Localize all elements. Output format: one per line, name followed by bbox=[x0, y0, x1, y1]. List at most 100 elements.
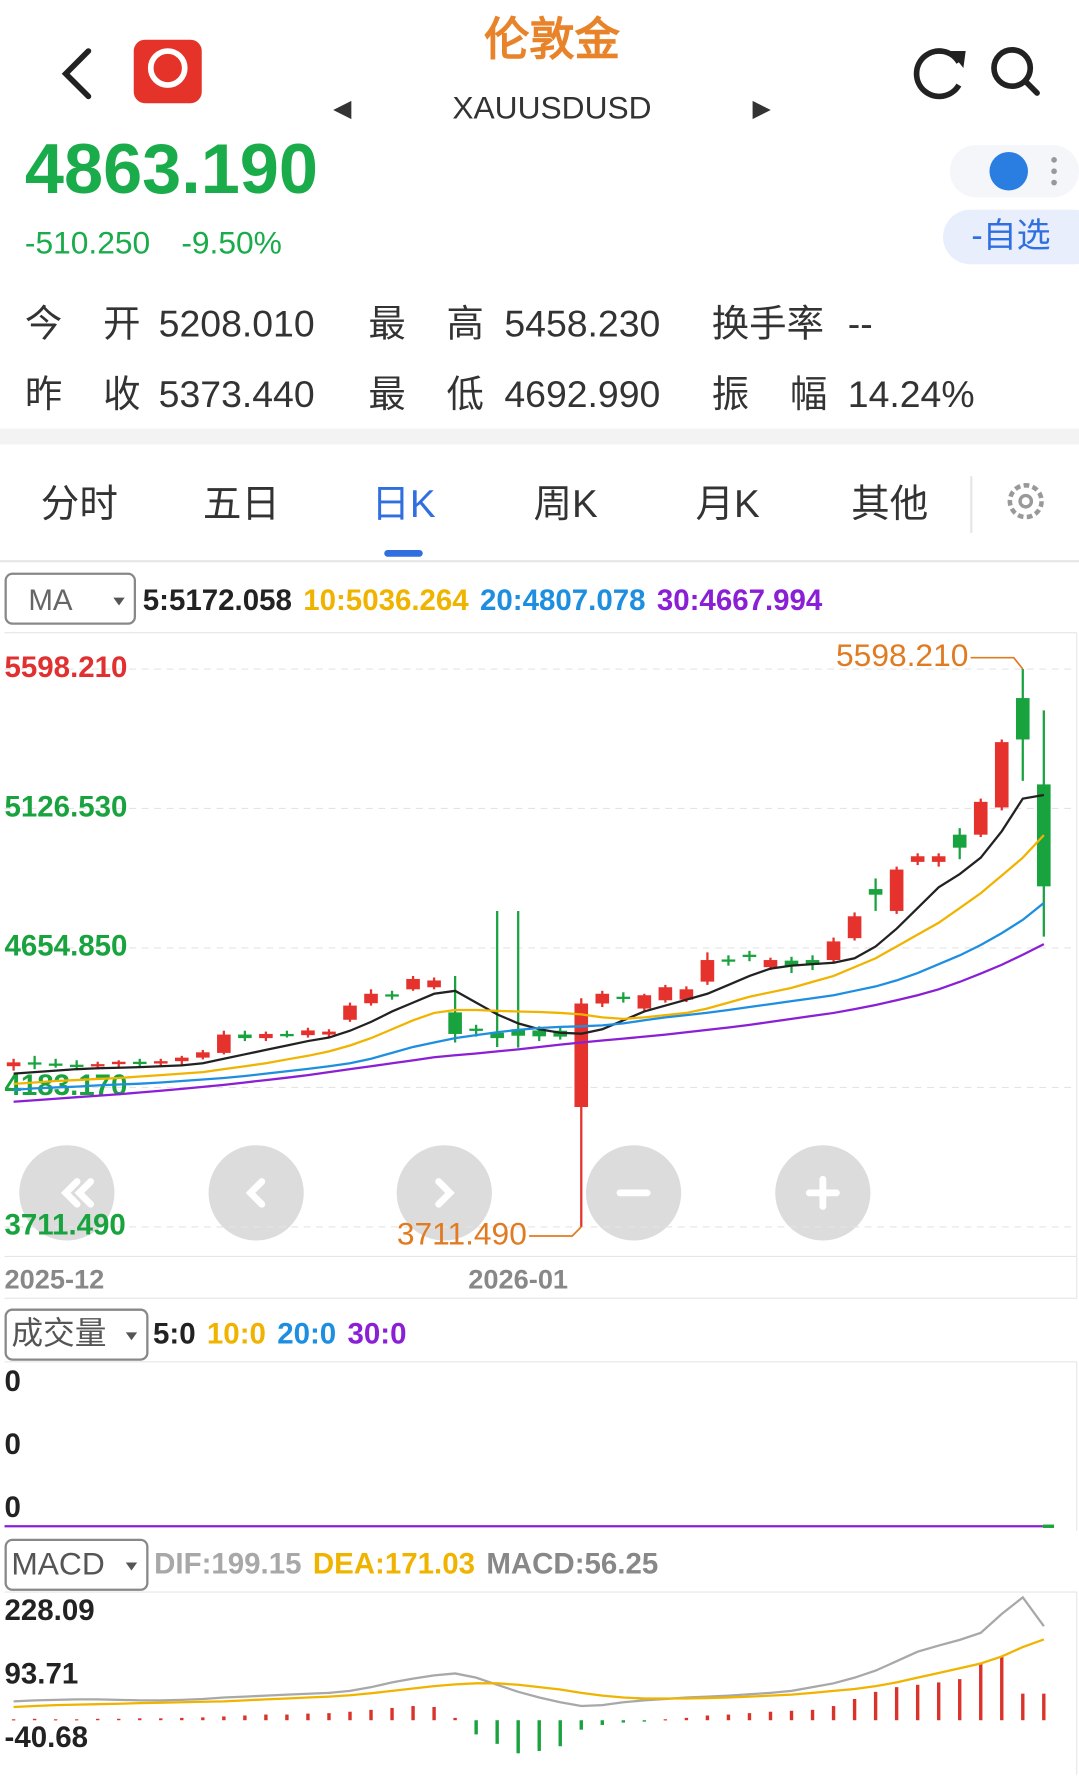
macd-bar bbox=[390, 1707, 394, 1721]
macd-line bbox=[13, 1638, 1045, 1709]
macd-bar bbox=[936, 1682, 941, 1721]
legend-entry: DIF:199.15 bbox=[154, 1548, 301, 1581]
macd-selector-label: MACD bbox=[11, 1545, 104, 1581]
next-symbol[interactable] bbox=[752, 100, 771, 120]
candle-body bbox=[952, 834, 967, 848]
more-dot bbox=[1051, 179, 1057, 186]
nav-icon bbox=[60, 1178, 95, 1208]
stat-value: 5458.230 bbox=[504, 302, 660, 344]
tab[interactable]: 分时 bbox=[41, 483, 118, 526]
volume-selector[interactable] bbox=[4, 1308, 149, 1361]
legend-entry: MACD:56.25 bbox=[486, 1548, 658, 1581]
macd-line bbox=[13, 1595, 1045, 1708]
legend-entry: 20:0 bbox=[277, 1318, 336, 1351]
selector-caret bbox=[125, 1332, 138, 1341]
macd-bar bbox=[180, 1717, 184, 1721]
macd-bar bbox=[327, 1713, 331, 1721]
x-tick-label: 2026-01 bbox=[468, 1264, 568, 1295]
back-button[interactable] bbox=[61, 48, 92, 100]
stat-value: -- bbox=[848, 302, 873, 344]
macd-bar bbox=[1021, 1693, 1025, 1721]
macd-bar bbox=[894, 1687, 899, 1721]
candle-body bbox=[1015, 698, 1030, 740]
macd-bar bbox=[474, 1720, 478, 1735]
stat-value: 5208.010 bbox=[159, 302, 315, 344]
stat-label: 今开 bbox=[25, 302, 181, 344]
refresh-arrow bbox=[949, 51, 966, 69]
macd-bar bbox=[789, 1710, 794, 1721]
candle-body bbox=[595, 993, 610, 1004]
candle-body bbox=[847, 916, 862, 939]
stat-label: 振幅 bbox=[712, 373, 868, 415]
nav-icon bbox=[805, 1175, 840, 1210]
candle-body bbox=[427, 980, 441, 988]
candle-body bbox=[910, 856, 925, 862]
macd-bar bbox=[831, 1706, 836, 1721]
legend-entry: 30:4667.994 bbox=[657, 584, 823, 617]
tab[interactable]: 月K bbox=[696, 483, 761, 526]
macd-bar bbox=[1000, 1656, 1004, 1721]
selector-caret bbox=[125, 1562, 138, 1571]
stat-value: 14.24% bbox=[848, 373, 975, 415]
macd-selector[interactable] bbox=[4, 1538, 149, 1591]
price-change: -510.250 bbox=[25, 224, 150, 260]
tab[interactable]: 五日 bbox=[203, 483, 280, 526]
legend-entry: 20:4807.078 bbox=[480, 584, 645, 617]
macd-bar bbox=[306, 1713, 310, 1721]
candle-body bbox=[6, 1062, 21, 1067]
refresh-button[interactable] bbox=[913, 48, 962, 100]
candle-body bbox=[658, 987, 673, 1001]
ma-selector[interactable] bbox=[4, 572, 137, 625]
annotation-leader bbox=[970, 656, 1024, 670]
macd-bar bbox=[642, 1720, 647, 1722]
app-icon[interactable] bbox=[133, 39, 202, 104]
candle-body bbox=[48, 1063, 63, 1066]
candle-body bbox=[406, 978, 420, 990]
candle-body bbox=[490, 1032, 504, 1039]
candle-body bbox=[721, 959, 736, 962]
tab[interactable]: 周K bbox=[533, 483, 598, 526]
nav-icon bbox=[245, 1178, 266, 1208]
settings-button[interactable] bbox=[1007, 483, 1044, 520]
macd-bar bbox=[159, 1718, 163, 1721]
macd-bar bbox=[53, 1719, 58, 1721]
candle-body bbox=[90, 1064, 105, 1067]
ma-line bbox=[13, 943, 1045, 1103]
stat-label: 最高 bbox=[368, 302, 524, 344]
stat-label: 昨收 bbox=[25, 373, 181, 415]
tab[interactable]: 日K bbox=[371, 483, 436, 526]
y-tick-label: 5126.530 bbox=[5, 790, 128, 823]
y-tick-label: -40.68 bbox=[5, 1721, 89, 1754]
candle-body bbox=[280, 1033, 294, 1037]
legend-entry: 30:0 bbox=[348, 1318, 407, 1351]
search-button[interactable] bbox=[991, 47, 1034, 90]
macd-bar bbox=[621, 1720, 626, 1723]
candle-body bbox=[111, 1061, 126, 1065]
macd-bar bbox=[768, 1711, 773, 1721]
nav-button[interactable] bbox=[396, 1145, 492, 1241]
macd-bar bbox=[495, 1720, 499, 1744]
candle-body bbox=[27, 1062, 42, 1065]
tab[interactable]: 其他 bbox=[851, 483, 928, 526]
candle-body bbox=[700, 960, 715, 982]
stat-label: 换手率 bbox=[712, 302, 824, 344]
macd-bar bbox=[1042, 1693, 1046, 1721]
candle-body bbox=[511, 1029, 525, 1036]
tabs: 分时 五日 日K 周K 月K 其他 bbox=[41, 483, 928, 557]
y-tick-label: 5598.210 bbox=[5, 651, 128, 684]
macd-bar bbox=[201, 1717, 205, 1721]
prev-symbol[interactable] bbox=[333, 100, 352, 120]
settings-icon-core bbox=[1018, 493, 1034, 509]
macd-bar bbox=[453, 1717, 457, 1721]
candle-body bbox=[826, 941, 841, 961]
candle-body bbox=[469, 1028, 483, 1031]
watch-button[interactable] bbox=[942, 209, 1079, 265]
y-tick-label: 228.09 bbox=[5, 1594, 95, 1627]
nav-button[interactable] bbox=[208, 1145, 304, 1241]
globe-button[interactable] bbox=[989, 151, 1028, 191]
macd-bar bbox=[74, 1719, 79, 1721]
macd-bar bbox=[537, 1720, 541, 1751]
legend-entry: 5:5172.058 bbox=[143, 584, 292, 617]
candle-body bbox=[217, 1034, 231, 1053]
